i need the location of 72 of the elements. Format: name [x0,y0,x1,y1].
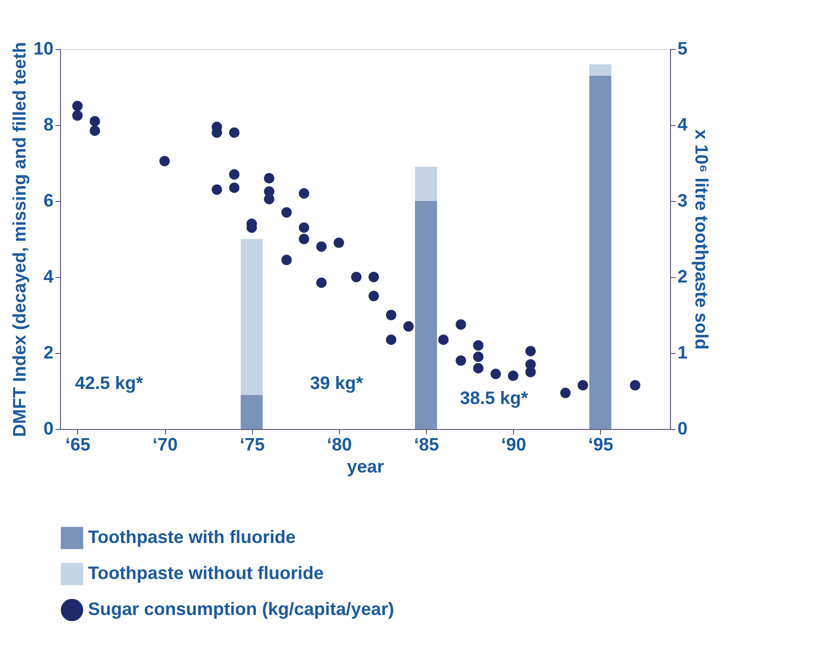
y2-axis-title: x 10⁶ litre toothpaste sold [692,129,712,350]
point [490,368,501,380]
point [281,254,292,266]
point [368,272,379,282]
legend-label: Toothpaste with fluoride [88,527,296,547]
x-tick-label: ‘80 [326,434,352,454]
point [473,352,484,362]
point [316,277,327,288]
legend-label: Toothpaste without fluoride [88,563,324,583]
x-tick-label: ‘75 [240,434,265,454]
point [72,110,83,121]
y-tick-label: 4 [43,266,54,286]
annotation: 42.5 kg* [75,373,144,393]
point [508,370,518,382]
point [473,340,484,351]
point [525,346,536,356]
point [403,321,414,332]
y2-tick-label: 0 [678,418,688,438]
point [90,116,100,126]
bar [589,76,612,429]
annotation: 39 kg* [310,373,364,393]
y-tick-label: 10 [33,38,54,58]
x-tick-label: ‘90 [501,434,526,454]
point [298,222,310,233]
x-tick-label: ‘70 [152,434,178,454]
point [578,380,588,391]
point [473,362,484,374]
point [456,355,466,366]
x-tick-label: ‘95 [588,434,614,454]
bar [240,394,263,429]
point [368,290,379,302]
y2-tick-label: 4 [678,114,688,134]
point [264,172,274,184]
point [264,194,274,204]
point [298,234,310,244]
y-axis-title: DMFT Index (decayed, missing and filled teeth [9,42,30,438]
bar [240,239,263,395]
point [456,319,466,330]
y2-tick-label: 1 [678,342,688,362]
y-tick-label: 6 [43,190,54,210]
annotation: 38.5 kg* [460,388,528,408]
x-tick-label: ‘85 [414,434,440,454]
y2-tick-label: 2 [678,266,688,286]
point [316,241,327,252]
point [229,127,240,138]
point [159,156,170,166]
point [298,188,310,199]
point [229,182,240,193]
point [212,184,222,195]
point [90,125,100,136]
y2-tick-label: 5 [678,38,688,58]
point [386,310,396,320]
y2-tick-label: 3 [678,190,688,210]
point [72,100,83,112]
bar [589,64,612,76]
point [630,380,640,391]
point [386,334,396,345]
bar [415,166,437,201]
legend-label: Sugar consumption (kg/capita/year) [88,599,394,619]
point [334,238,344,248]
point [560,388,571,398]
point [351,272,362,282]
y-tick-label: 0 [43,418,54,438]
y-tick-label: 2 [43,342,54,362]
point [525,366,536,378]
y-tick-label: 8 [43,114,54,134]
point [281,207,292,218]
x-axis-title: year [346,456,384,476]
bar [415,201,437,429]
point [229,169,240,180]
point [438,334,449,345]
x-tick-label: ‘65 [65,434,90,454]
